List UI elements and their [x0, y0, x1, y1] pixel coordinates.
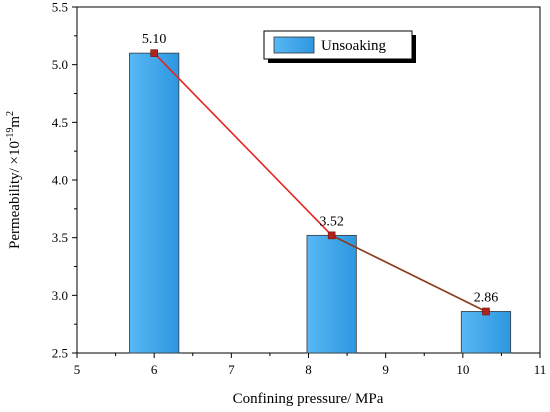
data-labels-layer: 5.10 3.52 2.86: [142, 32, 498, 305]
y-tick-label: 2.5: [52, 346, 68, 361]
y-axis-title-main: Permeability/ ×10: [7, 141, 23, 249]
y-axis-ticks: 2.5 3.0 3.5 4.0 4.5 5.0 5.5: [52, 0, 77, 361]
x-tick-label: 9: [382, 362, 389, 377]
y-tick-label: 4.5: [52, 115, 68, 130]
legend-label: Unsoaking: [321, 38, 386, 54]
markers-layer: [150, 49, 490, 316]
data-point-marker: [327, 231, 336, 240]
legend-swatch: [273, 36, 315, 54]
bars-layer: [129, 52, 512, 354]
y-axis-title: Permeability/ ×10-19m2: [5, 111, 23, 249]
y-tick-label: 3.5: [52, 230, 68, 245]
x-axis-title: Confining pressure/ MPa: [233, 391, 384, 407]
x-tick-label: 10: [456, 362, 469, 377]
data-label: 2.86: [474, 290, 499, 305]
x-axis-ticks: 5 6 7 8 9 10 11: [74, 353, 547, 377]
bar: [129, 52, 180, 354]
y-tick-label: 4.0: [52, 173, 68, 188]
y-tick-label: 3.0: [52, 288, 68, 303]
data-label: 5.10: [142, 32, 167, 47]
bar: [306, 234, 357, 354]
data-label: 3.52: [319, 214, 344, 229]
trend-line-segment: [331, 234, 487, 313]
y-axis-title-unit: m: [7, 116, 23, 128]
y-axis-title-unit-sup: 2: [5, 111, 16, 116]
legend: Unsoaking: [263, 30, 416, 63]
x-tick-label: 8: [305, 362, 312, 377]
x-tick-label: 7: [228, 362, 235, 377]
x-tick-label: 6: [151, 362, 158, 377]
y-tick-label: 5.5: [52, 0, 68, 15]
trend-line-segment: [153, 52, 333, 236]
bar: [460, 311, 512, 354]
x-tick-label: 11: [534, 362, 547, 377]
y-axis-title-sup: -19: [5, 128, 16, 141]
data-point-marker: [482, 307, 490, 316]
x-tick-label: 5: [74, 362, 81, 377]
y-tick-label: 5.0: [52, 57, 68, 72]
data-point-marker: [150, 49, 158, 57]
trend-lines-layer: [153, 52, 487, 313]
